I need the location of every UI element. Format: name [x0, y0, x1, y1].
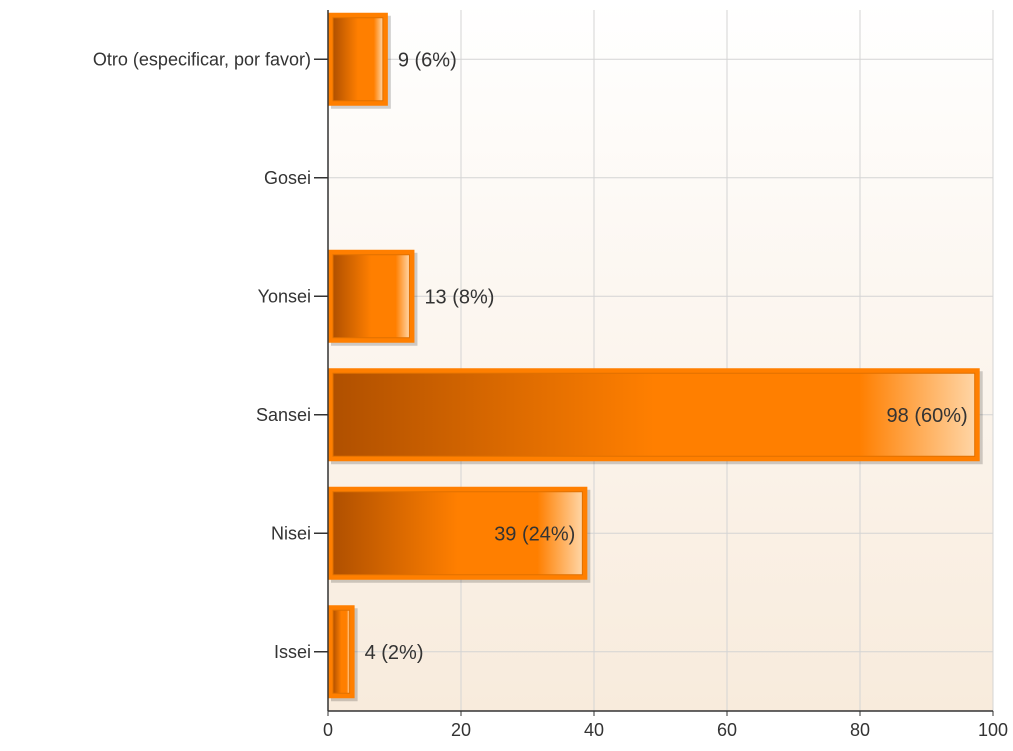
bar	[332, 254, 410, 339]
bars	[328, 12, 983, 702]
data-label: 13 (8%)	[424, 286, 494, 308]
bar	[332, 372, 976, 457]
category-label: Yonsei	[258, 286, 311, 306]
data-label: 98 (60%)	[887, 405, 968, 427]
x-tick-label: 60	[717, 720, 737, 740]
category-label: Nisei	[271, 523, 311, 543]
x-tick-label: 0	[323, 720, 333, 740]
bar	[332, 609, 351, 694]
x-tick-label: 40	[584, 720, 604, 740]
x-tick-label: 100	[978, 720, 1008, 740]
category-label: Otro (especificar, por favor)	[93, 49, 311, 69]
data-label: 4 (2%)	[365, 642, 424, 664]
data-label: 9 (6%)	[398, 49, 457, 71]
x-tick-label: 20	[451, 720, 471, 740]
bar	[332, 17, 384, 102]
data-label: 39 (24%)	[494, 523, 575, 545]
category-label: Gosei	[264, 168, 311, 188]
plot-background	[328, 0, 993, 711]
axes	[314, 10, 994, 716]
category-label: Sansei	[256, 405, 311, 425]
labels: 0 20 40 60 80 100 Otro (especificar, por favor…	[93, 49, 1008, 740]
bar	[332, 491, 583, 576]
category-label: Issei	[274, 642, 311, 662]
x-tick-label: 80	[850, 720, 870, 740]
